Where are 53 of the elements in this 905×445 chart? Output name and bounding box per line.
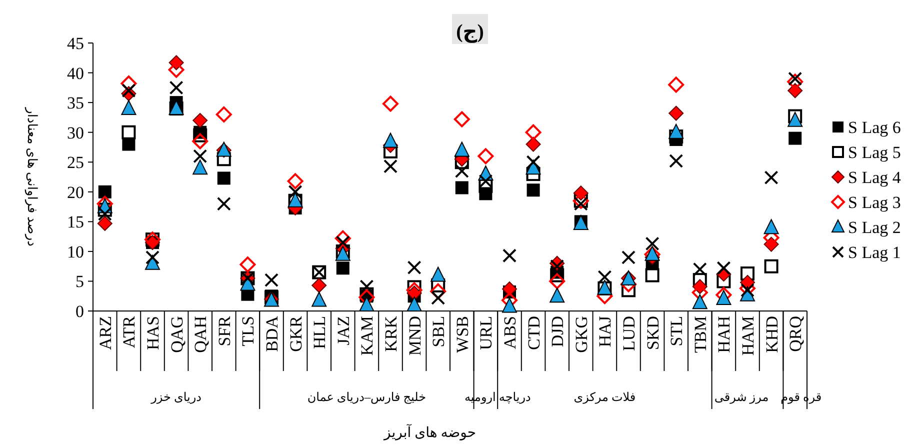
x-tick-label: WSB <box>452 316 472 353</box>
x-tick-label: URL <box>476 316 496 350</box>
x-tick-label: GKR <box>286 315 306 352</box>
legend-label: S Lag 1 <box>848 243 901 262</box>
x-tick-label: HAJ <box>596 316 615 348</box>
y-tick-label: 15 <box>67 212 84 232</box>
x-tick-label: ARZ <box>96 316 115 350</box>
x-tick-label: ATR <box>120 315 139 348</box>
legend-label: S Lag 2 <box>848 218 901 237</box>
x-tick-label: MND <box>405 316 424 356</box>
y-tick-label: 35 <box>67 94 84 113</box>
x-tick-label: LUD <box>620 316 638 351</box>
y-tick-label: 25 <box>67 153 84 172</box>
x-tick-label: KAM <box>358 316 377 356</box>
x-tick-label: TLS <box>238 316 258 346</box>
x-tick-label: QAG <box>167 316 186 353</box>
x-tick-label: TBM <box>690 316 710 353</box>
x-tick-label: SFR <box>214 315 234 346</box>
x-tick-label: KHD <box>762 316 782 353</box>
chart-title: (ج) <box>456 21 484 43</box>
text: حوضه های آبریز <box>382 423 476 441</box>
x-tick-label: ABS <box>500 316 520 350</box>
x-tick-label: HAH <box>714 316 734 353</box>
legend-label: S Lag 6 <box>848 118 901 137</box>
x-tick-label: STL <box>667 316 686 346</box>
x-tick-label: HAM <box>738 316 758 356</box>
x-tick-label: DJD <box>548 316 568 348</box>
text: فلات مرکزی <box>574 390 636 404</box>
x-tick-label: KRK <box>382 315 400 352</box>
x-tick-label: QAH <box>191 316 210 353</box>
y-tick-label: 45 <box>67 34 84 53</box>
x-tick-label: BDA <box>262 315 282 352</box>
y-tick-label: 10 <box>67 242 84 262</box>
y-tick-label: 5 <box>76 272 84 292</box>
x-tick-label: CTD <box>524 316 544 350</box>
legend-label: S Lag 5 <box>848 143 901 162</box>
x-tick-label: QRQ <box>786 316 806 352</box>
legend-label: S Lag 3 <box>848 193 901 212</box>
y-tick-label: 40 <box>67 64 84 83</box>
y-axis-title: درصد فراوانی های معنادار <box>24 106 40 247</box>
text: دریای خزر <box>150 390 202 404</box>
x-tick-label: SBL <box>429 316 448 348</box>
x-tick-label: GKG <box>572 316 591 353</box>
y-tick-label: 30 <box>67 123 84 142</box>
legend-label: S Lag 4 <box>848 168 902 187</box>
y-tick-label: 0 <box>76 302 84 321</box>
text: خلیج فارس–دریای عمان <box>307 390 426 404</box>
x-tick-label: HLL <box>310 316 330 350</box>
x-tick-label: SKD <box>643 316 662 350</box>
x-tick-label: HAS <box>144 316 162 350</box>
y-tick-label: 20 <box>67 182 84 202</box>
text: مرز شرقی <box>714 390 769 404</box>
x-tick-label: JAZ <box>334 316 353 346</box>
